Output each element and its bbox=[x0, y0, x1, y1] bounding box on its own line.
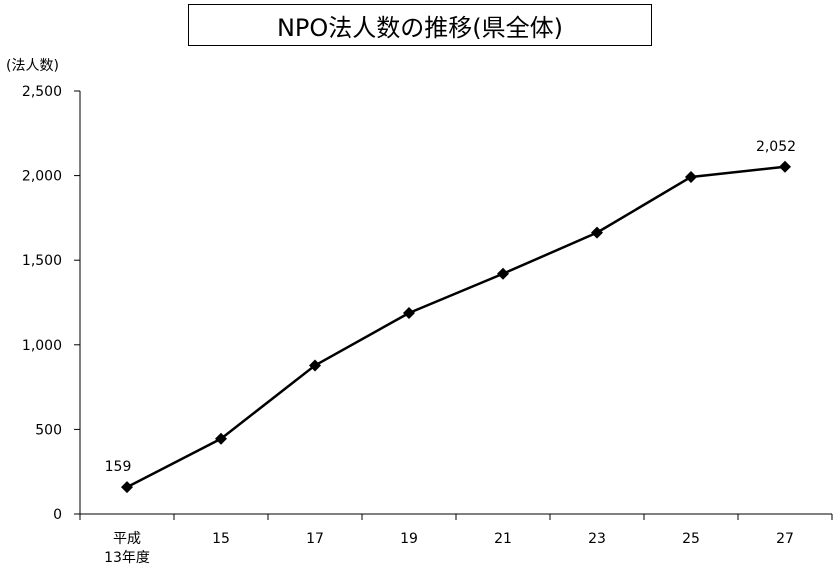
x-tick-label: 25 bbox=[682, 531, 700, 547]
data-point-marker bbox=[215, 432, 227, 445]
data-label: 2,052 bbox=[756, 139, 796, 155]
y-tick-label: 2,000 bbox=[22, 169, 62, 185]
x-tick-label: 21 bbox=[494, 531, 512, 547]
x-tick-label: 平成 13年度 bbox=[104, 531, 150, 566]
x-tick-label: 19 bbox=[400, 531, 418, 547]
data-point-marker bbox=[779, 160, 791, 173]
chart-title: NPO法人数の推移(県全体) bbox=[188, 4, 652, 46]
y-tick-label: 2,500 bbox=[22, 84, 62, 100]
data-point-marker bbox=[309, 359, 321, 372]
x-tick-label: 15 bbox=[212, 531, 230, 547]
axes bbox=[79, 91, 832, 515]
x-tick-label: 27 bbox=[776, 531, 794, 547]
x-tick-label: 17 bbox=[306, 531, 324, 547]
data-point-marker bbox=[497, 267, 509, 280]
data-point-marker bbox=[685, 170, 697, 183]
data-point-marker bbox=[591, 226, 603, 239]
y-axis-label: (法人数) bbox=[6, 58, 59, 74]
x-tick-label: 23 bbox=[588, 531, 606, 547]
y-tick-label: 0 bbox=[53, 507, 62, 523]
y-tick-label: 1,000 bbox=[22, 338, 62, 354]
data-point-marker bbox=[121, 481, 133, 494]
y-tick-label: 500 bbox=[35, 422, 62, 438]
series bbox=[121, 160, 791, 494]
x-ticks: 平成 13年度 15 17 19 21 23 25 27 bbox=[79, 514, 833, 566]
y-tick-label: 1,500 bbox=[22, 253, 62, 269]
y-ticks: 0 500 1,000 1,500 2,000 2,500 bbox=[22, 84, 80, 523]
data-label: 159 bbox=[105, 459, 132, 475]
series-line bbox=[126, 165, 786, 489]
data-labels: 159 2,052 bbox=[105, 139, 796, 475]
data-point-marker bbox=[403, 306, 415, 319]
